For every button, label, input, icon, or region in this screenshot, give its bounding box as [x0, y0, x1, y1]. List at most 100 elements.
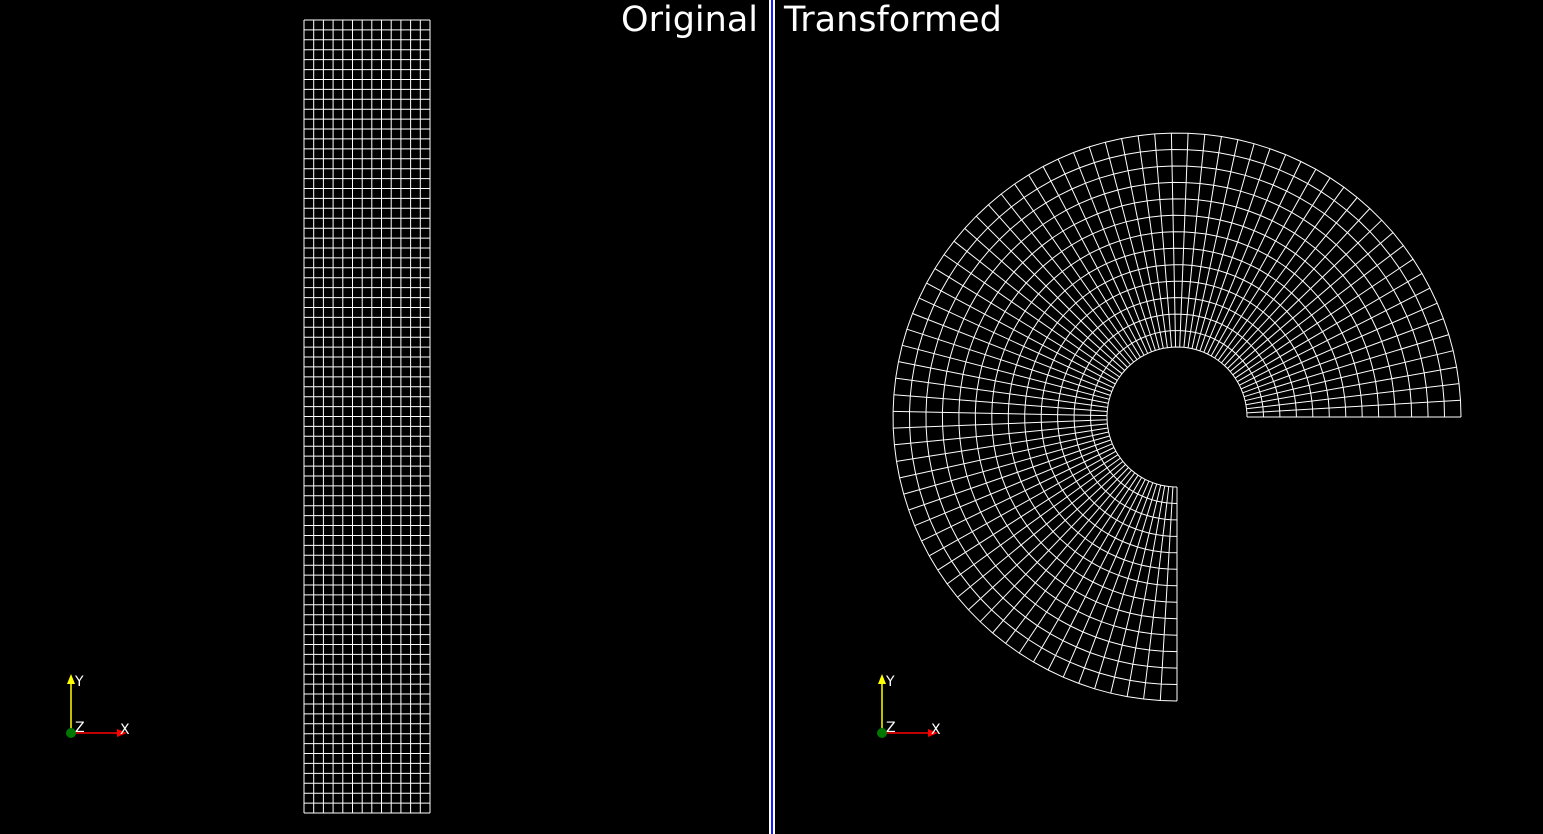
- mesh-radial-line: [1032, 477, 1143, 663]
- mesh-radial-line: [926, 282, 1116, 385]
- mesh-radial-line: [1243, 334, 1449, 398]
- y-axis-label: Y: [74, 674, 84, 690]
- x-axis-arrowhead: [928, 729, 938, 737]
- z-axis-label: Z: [75, 720, 85, 736]
- x-axis-arrowhead: [117, 729, 127, 737]
- x-axis-label: X: [120, 722, 130, 738]
- orientation-axes-right: Y Z X: [835, 668, 941, 758]
- mesh-radial-line: [1104, 142, 1160, 350]
- left-viewport-original[interactable]: Original Y Z X: [0, 0, 768, 834]
- mesh-radial-line: [1057, 158, 1149, 354]
- mesh-radial-line: [902, 344, 1110, 400]
- x-axis-label: X: [931, 722, 941, 738]
- mesh-radial-line: [921, 447, 1115, 542]
- orientation-axes-widget: Y Z X: [877, 674, 941, 738]
- mesh-radial-line: [893, 419, 1108, 429]
- mesh-radial-line: [1217, 186, 1345, 361]
- mesh-arc-line: [892, 132, 1462, 702]
- mesh-radial-line: [1221, 197, 1358, 364]
- mesh-radial-line: [899, 431, 1109, 479]
- mesh-radial-line: [918, 297, 1114, 389]
- divider-white-line-1: [769, 0, 771, 834]
- mesh-arc-line: [908, 148, 1445, 685]
- mesh-radial-line: [1244, 350, 1454, 402]
- mesh-radial-line: [906, 328, 1111, 396]
- mesh-radial-line: [1227, 219, 1383, 369]
- mesh-radial-line: [896, 427, 1108, 462]
- mesh-arc-line: [1057, 297, 1297, 537]
- y-axis-label: Y: [885, 674, 895, 690]
- mesh-radial-line: [937, 454, 1119, 571]
- mesh-radial-line: [1234, 258, 1414, 379]
- mesh-arc-line: [925, 165, 1429, 669]
- mesh-radial-line: [1232, 245, 1404, 376]
- mesh-radial-line: [946, 457, 1121, 585]
- z-axis-label: Z: [886, 720, 896, 736]
- mesh-radial-line: [1237, 272, 1423, 383]
- mesh-radial-line: [979, 467, 1129, 623]
- mesh-radial-line: [1246, 383, 1460, 410]
- mesh-radial-line: [898, 361, 1109, 404]
- mesh-arc-line: [974, 214, 1380, 620]
- mesh-radial-line: [1042, 166, 1145, 356]
- mesh-radial-line: [908, 439, 1112, 511]
- original-rectangular-mesh: [303, 19, 431, 814]
- mesh-radial-line: [893, 410, 1108, 417]
- mesh-radial-line: [957, 461, 1124, 598]
- mesh-radial-line: [903, 435, 1110, 495]
- viewport-divider[interactable]: [768, 0, 776, 834]
- mesh-radial-line: [1195, 143, 1255, 350]
- orientation-axes-widget: Y Z X: [66, 674, 130, 738]
- mesh-radial-line: [1000, 193, 1135, 363]
- mesh-radial-line: [1143, 486, 1170, 700]
- mesh-radial-line: [1088, 146, 1156, 351]
- y-axis-arrowhead: [878, 674, 886, 684]
- mesh-radial-line: [894, 423, 1108, 446]
- transformed-annular-mesh: [892, 132, 1462, 702]
- mesh-radial-line: [1179, 133, 1189, 348]
- mesh-radial-line: [1199, 148, 1271, 352]
- mesh-radial-line: [1028, 174, 1141, 358]
- mesh-radial-line: [1014, 183, 1138, 360]
- mesh-radial-line: [1240, 302, 1438, 390]
- mesh-radial-line: [1073, 152, 1152, 352]
- mesh-arc-line: [1073, 313, 1281, 521]
- divider-blue-line: [771, 0, 773, 834]
- orientation-axes-left: Y Z X: [55, 668, 145, 758]
- mesh-arc-line: [1106, 346, 1248, 488]
- mesh-radial-line: [1137, 135, 1168, 348]
- mesh-radial-line: [1239, 287, 1431, 386]
- mesh-radial-line: [1245, 366, 1457, 406]
- right-viewport-transformed[interactable]: Transformed Y Z X: [776, 0, 1543, 834]
- mesh-radial-line: [1047, 479, 1146, 671]
- mesh-radial-line: [1229, 232, 1394, 372]
- viewport-title-original: Original: [621, 0, 758, 40]
- mesh-radial-line: [1214, 177, 1331, 359]
- mesh-radial-line: [1078, 482, 1154, 684]
- mesh-radial-line: [953, 240, 1123, 375]
- mesh-radial-line: [975, 215, 1128, 368]
- mesh-radial-line: [1203, 154, 1287, 353]
- mesh-radial-line: [914, 443, 1113, 527]
- viewport-title-transformed: Transformed: [784, 0, 1002, 40]
- mesh-radial-line: [1242, 318, 1444, 394]
- mesh-radial-line: [1126, 485, 1166, 697]
- mesh-radial-line: [1005, 472, 1136, 644]
- mesh-radial-line: [992, 469, 1132, 634]
- y-axis-arrowhead: [67, 674, 75, 684]
- mesh-radial-line: [1210, 168, 1317, 357]
- mesh-radial-line: [968, 464, 1126, 611]
- mesh-arc-line: [958, 198, 1396, 636]
- z-axis-marker: [877, 728, 887, 738]
- mesh-radial-line: [928, 450, 1117, 557]
- mesh-radial-line: [1094, 483, 1158, 689]
- mesh-radial-line: [943, 254, 1120, 378]
- mesh-radial-line: [1191, 139, 1239, 349]
- mesh-arc-line: [1040, 280, 1314, 554]
- mesh-arc-line: [1024, 264, 1330, 570]
- mesh-radial-line: [1187, 136, 1222, 348]
- z-axis-marker: [66, 728, 76, 738]
- mesh-radial-line: [1170, 133, 1177, 348]
- mesh-radial-line: [912, 313, 1112, 392]
- mesh-radial-line: [1207, 161, 1302, 355]
